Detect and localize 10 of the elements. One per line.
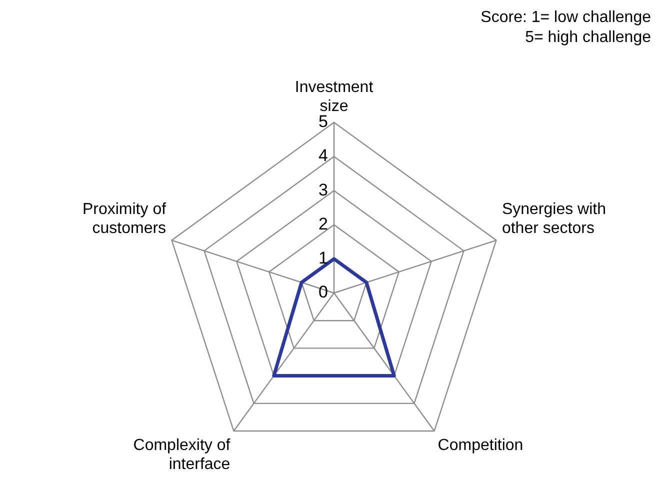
spoke-label: Synergies with other sectors xyxy=(502,201,606,238)
text: Score: 1= low challenge 5= high challenge xyxy=(480,8,651,48)
y-tick-label: 4 xyxy=(318,146,328,166)
spoke-label: Complexity of interface xyxy=(133,436,231,474)
spoke-label: Competition xyxy=(438,436,524,454)
y-tick-label: 3 xyxy=(318,180,328,200)
spoke-label: Proximity of customers xyxy=(82,201,167,238)
y-tick-label: 2 xyxy=(318,214,328,234)
y-tick-label: 0 xyxy=(318,282,328,302)
y-tick-label: 1 xyxy=(318,248,328,268)
